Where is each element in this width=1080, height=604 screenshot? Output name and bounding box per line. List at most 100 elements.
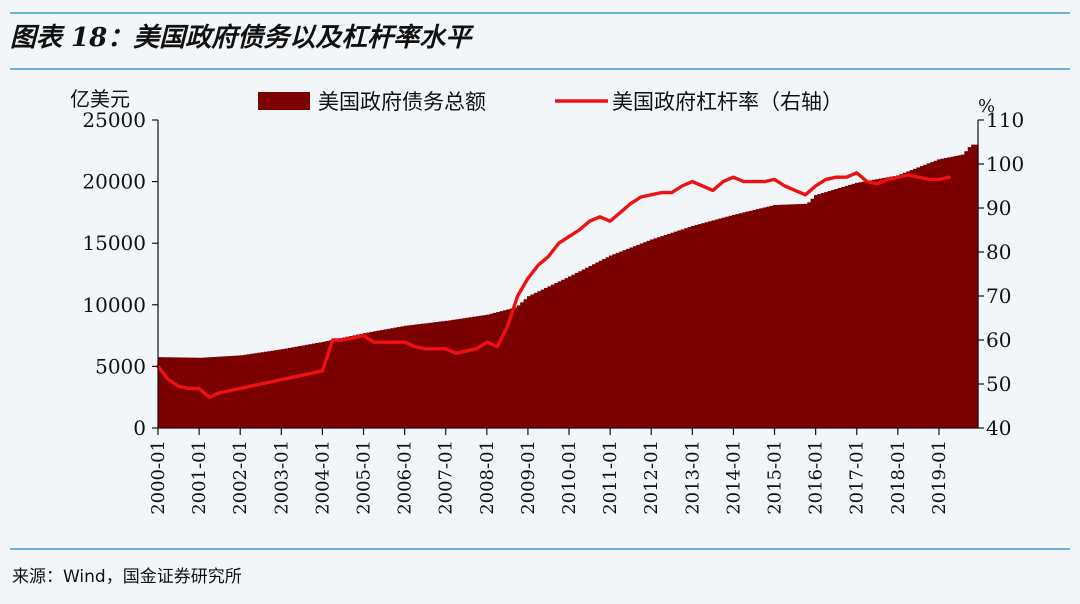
debt-bar <box>950 156 955 428</box>
debt-bar <box>930 162 935 428</box>
debt-bar <box>431 322 436 428</box>
debt-bar <box>550 284 555 428</box>
debt-bar <box>311 343 316 428</box>
debt-bar <box>547 286 552 428</box>
debt-bar <box>281 349 286 428</box>
debt-bar <box>199 357 204 428</box>
x-tick-label: 2012-01 <box>641 440 662 515</box>
debt-bar <box>345 336 350 428</box>
debt-bar <box>660 236 665 428</box>
debt-bar <box>673 231 678 428</box>
debt-bar <box>557 281 562 428</box>
debt-bar <box>602 259 607 428</box>
debt-bar <box>482 315 487 428</box>
debt-bar <box>738 213 743 428</box>
debt-bar <box>650 239 655 428</box>
debt-bar <box>181 357 186 428</box>
debt-bar <box>906 171 911 428</box>
debt-bar <box>322 341 327 428</box>
chart-svg: 0 5000 10000 15000 20000 25000 40 50 60 70 80 90 100… <box>70 87 1024 515</box>
right-tick-label: 80 <box>986 240 1011 264</box>
debt-bar <box>270 350 275 428</box>
debt-bar <box>960 154 965 428</box>
debt-bar <box>468 317 473 428</box>
debt-bar <box>776 204 781 428</box>
debt-bar <box>858 182 863 428</box>
debt-bar <box>544 287 549 428</box>
x-tick-label: 2013-01 <box>682 440 703 515</box>
debt-bar <box>380 330 385 428</box>
debt-bar <box>458 318 463 428</box>
debt-bar <box>646 240 651 428</box>
debt-bar <box>875 179 880 428</box>
debt-bar <box>158 357 163 428</box>
right-tick-label: 90 <box>986 196 1011 220</box>
debt-bar <box>820 193 825 428</box>
debt-bar <box>445 320 450 428</box>
debt-bar <box>943 158 948 428</box>
debt-bar <box>561 279 566 428</box>
debt-bar <box>513 307 518 428</box>
debt-bar <box>451 319 456 428</box>
debt-bar <box>680 229 685 428</box>
debt-bar <box>421 323 426 428</box>
debt-bar <box>588 265 593 428</box>
debt-bar <box>745 211 750 428</box>
debt-bar <box>455 319 460 428</box>
x-tick-label: 2000-01 <box>148 440 169 515</box>
debt-bar <box>639 243 644 428</box>
debt-bar <box>735 214 740 428</box>
debt-bar <box>386 328 391 428</box>
legend-bar-label: 美国政府债务总额 <box>318 90 486 114</box>
debt-bar <box>827 191 832 428</box>
debt-bar <box>390 328 395 428</box>
debt-bar <box>568 276 573 428</box>
debt-bar <box>790 204 795 428</box>
debt-bar <box>424 323 429 428</box>
left-tick-label: 0 <box>133 416 146 440</box>
debt-bar <box>366 332 371 428</box>
debt-bar <box>397 326 402 428</box>
right-tick-label: 60 <box>986 328 1011 352</box>
debt-bar <box>923 164 928 428</box>
debt-bar <box>865 180 870 428</box>
debt-bar <box>687 227 692 428</box>
debt-bar <box>831 190 836 428</box>
source-note: 来源：Wind，国金证券研究所 <box>12 567 242 587</box>
debt-bar <box>732 214 737 428</box>
debt-bar <box>462 318 467 428</box>
debt-bar <box>855 182 860 428</box>
x-tick-label: 2001-01 <box>189 440 210 515</box>
right-tick-label: 100 <box>986 152 1024 176</box>
debt-bar <box>728 215 733 428</box>
debt-bar <box>817 194 822 428</box>
debt-bar <box>349 336 354 428</box>
x-tick-label: 2003-01 <box>271 440 292 515</box>
debt-bar <box>609 255 614 428</box>
debt-bar <box>250 353 255 428</box>
debt-bar <box>913 168 918 428</box>
x-tick-label: 2007-01 <box>436 440 457 515</box>
debt-bar <box>263 351 268 428</box>
debt-bar <box>240 355 245 428</box>
left-axis-unit: 亿美元 <box>70 87 130 111</box>
debt-bar <box>304 344 309 428</box>
debt-bar <box>834 188 839 428</box>
debt-bar <box>171 357 176 428</box>
debt-bar <box>861 181 866 428</box>
debt-bar <box>332 339 337 428</box>
debt-bar <box>301 345 306 428</box>
debt-bar <box>533 292 538 428</box>
debt-bar <box>342 337 347 428</box>
debt-bar <box>407 325 412 428</box>
debt-bar <box>205 357 210 428</box>
debt-bar <box>393 327 398 428</box>
debt-bar <box>537 291 542 428</box>
debt-bar <box>779 204 784 428</box>
debt-bar <box>465 317 470 428</box>
debt-bar <box>475 316 480 428</box>
debt-bar <box>318 342 323 428</box>
debt-bar <box>516 305 521 428</box>
debt-bar <box>615 252 620 428</box>
